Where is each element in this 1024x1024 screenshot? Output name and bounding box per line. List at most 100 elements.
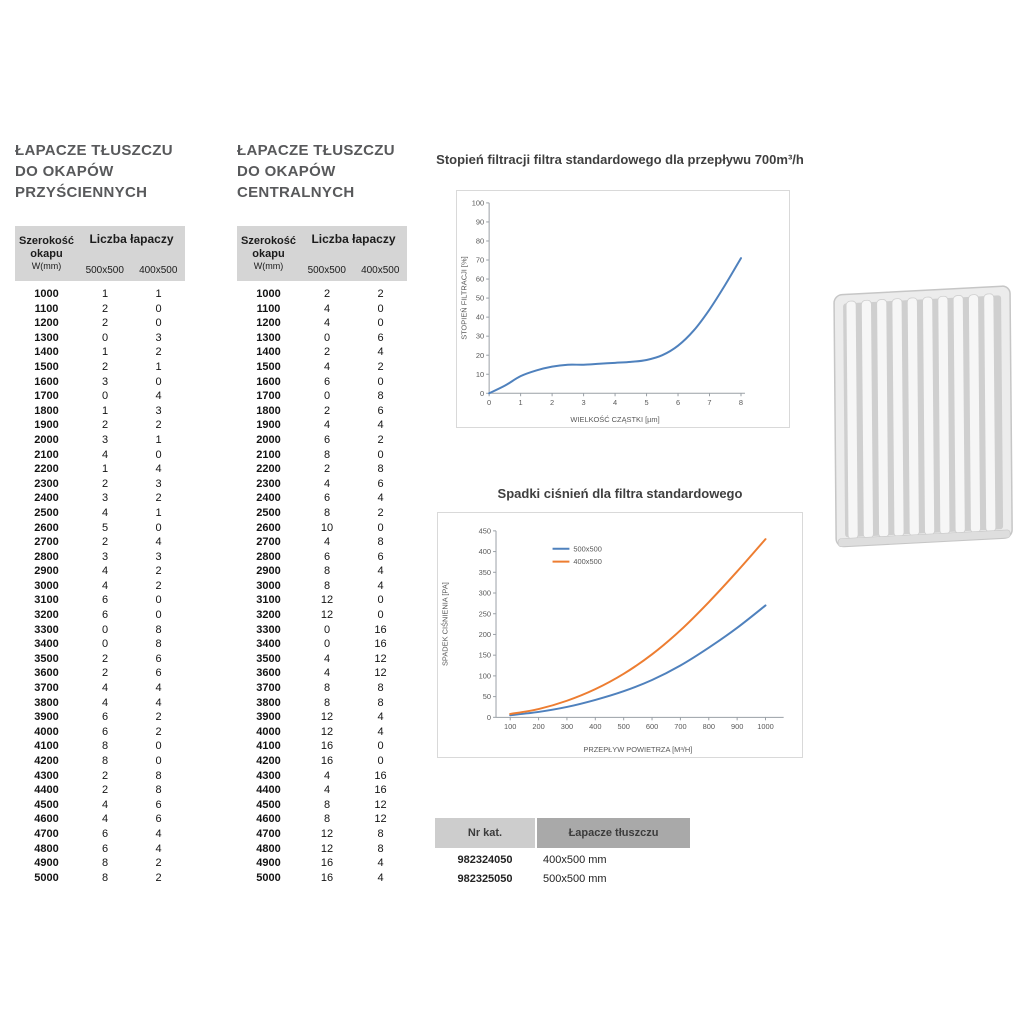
hood-width-cell: 3400 [256,638,281,651]
filter-count-cell: 16 [320,871,334,884]
filter-count-cell: 4 [101,579,109,592]
hood-width-cell: 4800 [256,842,281,855]
table-row: 2500 8 2 [237,506,407,521]
table-row: 3200 6 0 [15,608,185,623]
header-text: okapu [30,248,63,260]
hood-width-cell: 3800 [256,696,281,709]
filter-count-cell: 2 [323,463,331,476]
filter-count-cell: 3 [155,404,162,417]
filter-count-cell: 16 [320,740,334,753]
filter-count-cell: 0 [377,755,384,767]
filter-count-cell: 8 [101,871,109,884]
table-row: 4000 6 2 [15,725,185,740]
hood-width-cell: 2600 [34,521,59,534]
filter-count-cell: 4 [155,536,162,549]
table-row: 5000 8 2 [15,871,185,886]
catalog-size-cell: 400x500 mm [543,854,607,866]
table-row: 2100 4 0 [15,448,185,463]
hood-width-cell: 1000 [256,288,281,300]
table-row: 2100 8 0 [237,448,407,463]
width-column-header: Szerokość okapu W(mm) [15,226,78,281]
filter-count-cell: 4 [323,360,331,373]
catalog-table: Nr kat. Łapacze tłuszczu 982324050 400x5… [435,818,690,886]
filter-count-cell: 0 [377,302,384,315]
table-row: 3300 0 8 [15,623,185,638]
filter-count-cell: 12 [320,842,334,855]
filter-count-cell: 3 [101,375,109,388]
table-row: 1100 4 0 [237,302,407,317]
y-tick-label: 30 [476,332,484,341]
filter-count-cell: 4 [101,696,109,709]
wall-hoods-title: ŁAPACZE TŁUSZCZU DO OKAPÓW PRZYŚCIENNYCH [15,140,215,203]
filter-count-cell: 2 [101,317,109,330]
hood-width-cell: 2200 [34,463,59,476]
filter-count-cell: 8 [323,579,331,592]
filter-count-cell: 8 [323,565,331,578]
filter-slat [906,297,920,537]
table-row: 2800 3 3 [15,550,185,565]
filter-count-cell: 16 [374,638,387,651]
filter-count-cell: 8 [323,682,331,695]
table-row: 3800 4 4 [15,696,185,711]
table-row: 3600 4 12 [237,666,407,681]
x-tick-label: 0 [487,398,491,407]
filter-count-cell: 6 [155,813,162,826]
catalog-header: Nr kat. Łapacze tłuszczu [435,818,690,848]
table-row: 4100 16 0 [237,739,407,754]
filter-count-cell: 4 [377,711,384,724]
catalog-number-cell: 982325050 [457,873,513,885]
filter-count-cell: 4 [101,506,109,519]
table-row: 3500 2 6 [15,652,185,667]
filter-count-cell: 8 [377,827,384,840]
subheader-400x500: 400x500 [139,265,178,276]
x-tick-label: 1000 [757,722,774,731]
filter-count-cell: 3 [101,550,109,563]
hood-width-cell: 1100 [256,302,281,315]
width-column-header: Szerokość okapu W(mm) [237,226,300,281]
table-row: 1200 2 0 [15,316,185,331]
table-row: 2900 8 4 [237,564,407,579]
filter-count-cell: 2 [155,419,162,432]
x-tick-label: 2 [550,398,554,407]
filter-count-cell: 0 [101,331,109,344]
x-tick-label: 300 [561,722,573,731]
filter-count-cell: 2 [101,667,109,680]
hood-width-cell: 4800 [34,842,59,855]
hood-width-cell: 1400 [256,346,281,359]
filter-count-cell: 2 [155,346,162,359]
series-line-400x500 [509,538,767,716]
filtration-chart-title: Stopień filtracji filtra standardowego d… [436,152,804,167]
x-tick-label: 3 [582,398,586,407]
hood-width-cell: 4900 [256,857,281,870]
hood-width-cell: 3500 [256,652,281,665]
table-row: 4800 12 8 [237,842,407,857]
filter-count-cell: 0 [377,317,384,330]
filter-count-cell: 4 [323,536,331,549]
hood-width-cell: 4700 [34,827,59,840]
hood-width-cell: 3400 [34,638,59,651]
hood-width-cell: 3300 [34,623,59,636]
hood-width-cell: 4400 [256,784,281,797]
table-body: 1000 2 2 1100 4 0 1200 4 0 1300 0 6 1400 2 4 1500 4 2 1600… [237,287,407,885]
title-line: ŁAPACZE TŁUSZCZU [237,142,395,159]
filter-count-cell: 12 [320,827,334,840]
filter-count-cell: 0 [377,448,384,461]
filter-count-cell: 8 [377,536,384,549]
subheader-500x500: 500x500 [307,265,346,276]
hood-width-cell: 5000 [34,871,59,884]
hood-width-cell: 1600 [256,375,281,388]
hood-width-cell: 1800 [34,404,59,417]
table-row: 4400 4 16 [237,783,407,798]
filter-count-cell: 0 [155,755,162,767]
filter-count-cell: 4 [323,477,331,490]
legend-label-400x500: 400x500 [573,557,601,566]
hood-width-cell: 2300 [256,477,281,490]
table-row: 4500 4 6 [15,798,185,813]
hood-width-cell: 1700 [256,390,281,403]
filter-count-cell: 6 [323,550,331,563]
filter-count-cell: 4 [323,302,331,315]
hood-width-cell: 4900 [34,857,59,870]
filter-count-cell: 2 [155,711,162,724]
hood-width-cell: 1600 [34,375,59,388]
filter-count-cell: 0 [155,594,162,607]
